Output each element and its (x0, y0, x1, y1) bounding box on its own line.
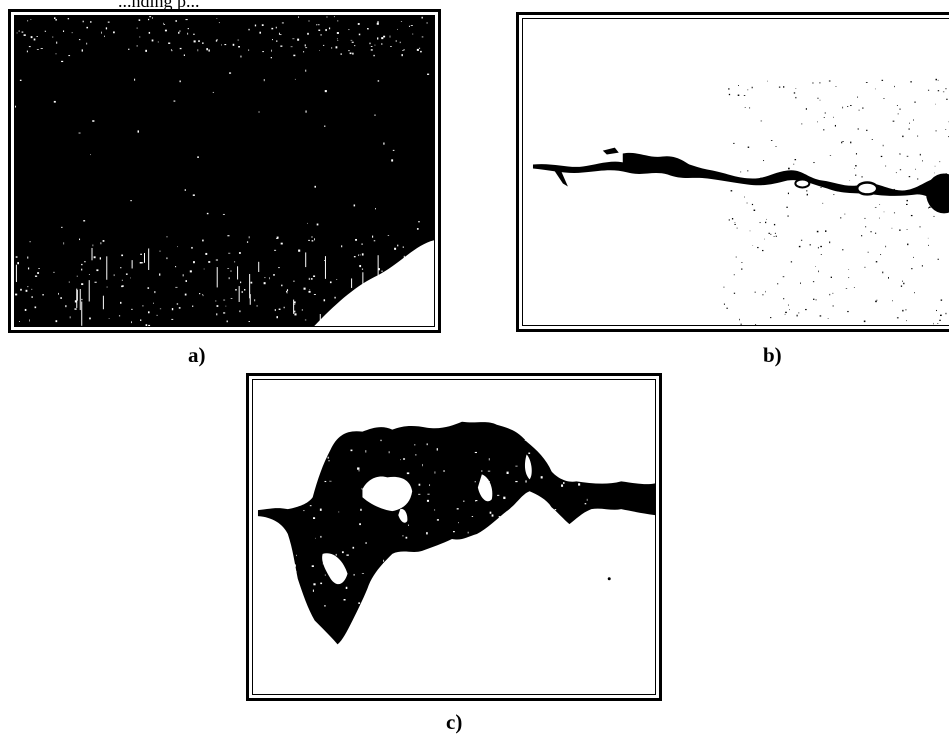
panel-a-micrograph (15, 16, 434, 326)
panel-b-frame (516, 12, 949, 332)
panel-a-frame (8, 9, 441, 333)
panel-b-caption: b) (763, 343, 782, 368)
panel-c-image (252, 379, 656, 695)
panel-a-caption: a) (188, 343, 206, 368)
panel-a-image (14, 15, 435, 327)
panel-b-image (522, 18, 949, 326)
panel-c-micrograph (253, 380, 655, 694)
panel-b-micrograph (523, 19, 949, 325)
panel-c-frame (246, 373, 662, 701)
panel-c-caption: c) (446, 710, 462, 735)
